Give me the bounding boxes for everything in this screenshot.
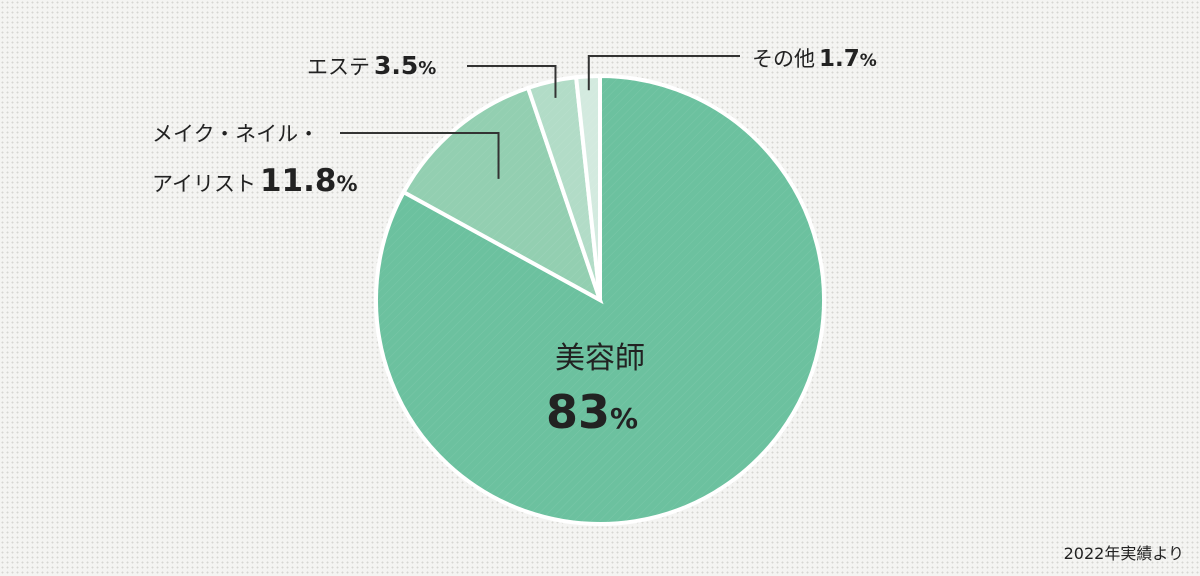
pie-slices (374, 73, 826, 526)
slice-labels: 美容師 83% メイク・ネイル・アイリスト 11.8% エステ 3.5% その他 1.7% (152, 46, 877, 439)
slice-label-1: メイク・ネイル・アイリスト 11.8% (152, 122, 358, 199)
slice-label-3: その他 1.7% (752, 46, 877, 72)
source-note: 2022年実績より (1063, 544, 1184, 563)
leader-line-2 (467, 65, 557, 98)
leader-lines (340, 55, 740, 179)
slice-label-2: エステ 3.5% (307, 51, 436, 80)
leader-line-1 (340, 132, 500, 179)
slice-label-0: 美容師 83% (546, 341, 645, 439)
leader-line-3 (587, 55, 740, 91)
